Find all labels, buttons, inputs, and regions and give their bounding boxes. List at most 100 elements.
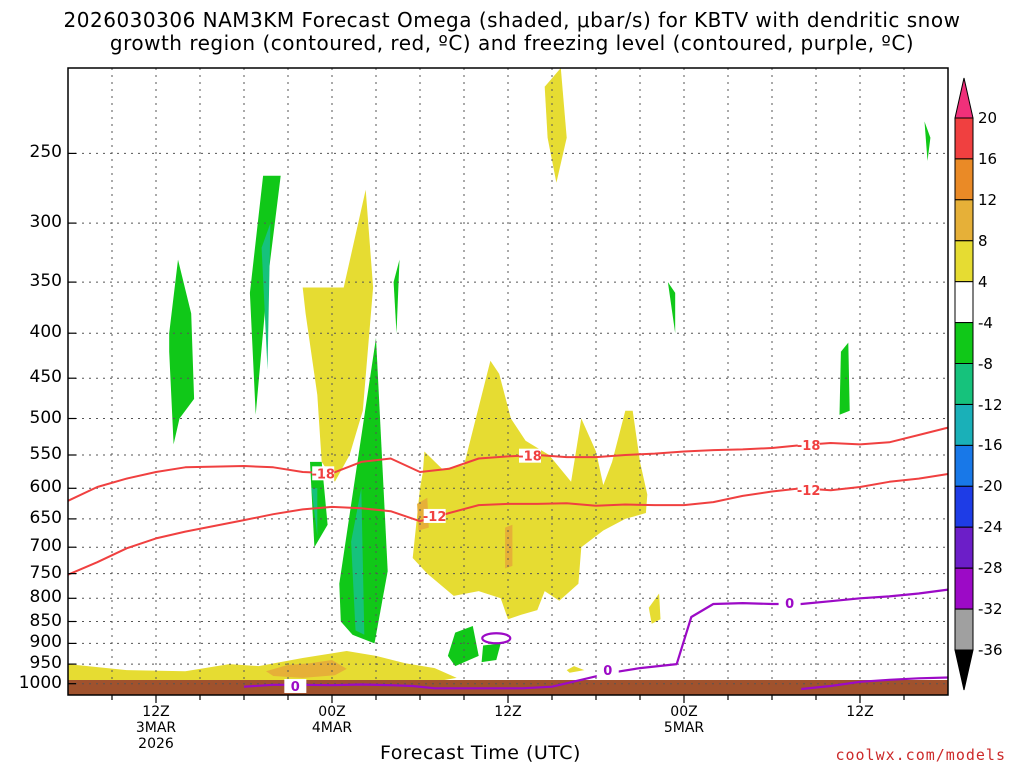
omega-region-2 bbox=[261, 223, 271, 370]
y-tick-label: 600 bbox=[29, 477, 62, 498]
x-tick-label-line: 00Z bbox=[318, 704, 346, 720]
axis-tick-marks bbox=[68, 152, 905, 703]
y-tick-label: 250 bbox=[29, 142, 62, 163]
site-credit: coolwx.com/models bbox=[835, 746, 1006, 764]
colorbar-tick-label: 20 bbox=[978, 109, 998, 127]
omega-region-21 bbox=[266, 660, 347, 678]
colorbar-tick-label: 12 bbox=[978, 190, 998, 209]
x-tick-label-line: 3MAR bbox=[135, 720, 177, 736]
x-tick-label-line: 00Z bbox=[670, 704, 698, 720]
colorbar-tick-label: 8 bbox=[978, 231, 988, 250]
contour-label-bg bbox=[797, 483, 820, 498]
contour-label-bg bbox=[797, 438, 820, 453]
y-tick-label: 500 bbox=[29, 407, 62, 428]
y-tick-label: 800 bbox=[29, 587, 62, 608]
colorbar-segment-3 bbox=[954, 240, 974, 283]
y-tick-label: 450 bbox=[29, 367, 62, 388]
contour-label-1: -18 bbox=[518, 450, 542, 465]
colorbar-segment-10 bbox=[954, 526, 974, 569]
omega-region-11 bbox=[839, 342, 850, 415]
y-tick-label: 1000 bbox=[18, 672, 62, 693]
x-tick-label-line: 12Z bbox=[846, 704, 874, 720]
omega-region-19 bbox=[566, 666, 585, 673]
colorbar-tick-label: 4 bbox=[978, 272, 988, 291]
contour-label-bg bbox=[519, 448, 541, 463]
omega-region-14 bbox=[302, 189, 374, 482]
omega-region-17 bbox=[505, 524, 513, 569]
colorbar-bottom-triangle bbox=[954, 649, 974, 691]
omega-region-4 bbox=[311, 488, 318, 537]
omega-region-6 bbox=[351, 488, 365, 635]
y-tick-label: 750 bbox=[29, 562, 62, 583]
y-tick-label: 900 bbox=[29, 632, 62, 653]
x-tick-label: 12Z 3MAR 2026 bbox=[116, 704, 196, 752]
colorbar-segment-5 bbox=[954, 322, 974, 365]
colorbar-tick-label: -8 bbox=[978, 354, 993, 373]
colorbar bbox=[954, 77, 974, 691]
y-tick-label: 650 bbox=[29, 507, 62, 528]
y-tick-label: 300 bbox=[29, 212, 62, 233]
colorbar-segment-11 bbox=[954, 567, 974, 610]
contour-labels: -18 -18 -18 -12 -12 0 0 0 bbox=[284, 438, 820, 695]
colorbar-segment-2 bbox=[954, 199, 974, 242]
colorbar-tick-label: -12 bbox=[978, 395, 1003, 414]
x-tick-label: 12Z bbox=[468, 704, 548, 720]
x-tick-label: 00Z 5MAR bbox=[644, 704, 724, 736]
omega-region-12 bbox=[924, 121, 931, 161]
colorbar-segment-9 bbox=[954, 485, 974, 528]
contour-label-bg bbox=[778, 596, 801, 611]
x-tick-label: 00Z 4MAR bbox=[292, 704, 372, 736]
colorbar-tick-label: -28 bbox=[978, 559, 1003, 578]
contour-label-0: -18 bbox=[311, 467, 335, 482]
contour-label-bg bbox=[596, 663, 619, 678]
omega-region-3 bbox=[310, 461, 328, 548]
omega-region-7 bbox=[393, 259, 400, 334]
colorbar-tick-label: -16 bbox=[978, 436, 1003, 455]
colorbar-segment-7 bbox=[954, 404, 974, 446]
colorbar-segment-8 bbox=[954, 444, 974, 487]
omega-region-0 bbox=[169, 259, 195, 445]
colorbar-tick-label: -24 bbox=[978, 518, 1003, 537]
x-tick-label-line: 12Z bbox=[142, 704, 170, 720]
colorbar-segment-6 bbox=[954, 363, 974, 405]
colorbar-tick-label: -32 bbox=[978, 600, 1003, 619]
colorbar-segment-0 bbox=[954, 117, 974, 160]
y-tick-label: 400 bbox=[29, 322, 62, 343]
omega-region-10 bbox=[667, 282, 676, 334]
omega-region-9 bbox=[481, 643, 501, 663]
x-tick-label-line: 5MAR bbox=[663, 720, 705, 736]
colorbar-tick-label: -20 bbox=[978, 477, 1003, 496]
x-tick-label-line: 2026 bbox=[138, 736, 174, 752]
y-tick-label: 700 bbox=[29, 536, 62, 557]
y-tick-label: 950 bbox=[29, 653, 62, 674]
colorbar-segment-12 bbox=[954, 608, 974, 651]
colorbar-top-triangle bbox=[954, 77, 974, 119]
x-tick-label-line: 12Z bbox=[494, 704, 522, 720]
omega-region-15 bbox=[412, 360, 648, 620]
chart-title-line1: 2026030306 NAM3KM Forecast Omega (shaded… bbox=[63, 8, 961, 32]
colorbar-tick-label: 16 bbox=[978, 149, 998, 168]
contour-label-2: -18 bbox=[797, 439, 821, 454]
contour-freezing-surface-3 bbox=[801, 676, 949, 691]
contour-label-bg bbox=[423, 508, 446, 523]
y-tick-label: 350 bbox=[29, 271, 62, 292]
contour-label-bg bbox=[312, 466, 335, 481]
colorbar-segment-1 bbox=[954, 158, 974, 201]
contour-label-5: 0 bbox=[291, 680, 300, 695]
x-axis-label: Forecast Time (UTC) bbox=[380, 742, 581, 764]
omega-region-5 bbox=[339, 337, 388, 644]
y-tick-label: 850 bbox=[29, 610, 62, 631]
omega-region-18 bbox=[648, 593, 661, 624]
contour-label-4: -12 bbox=[797, 484, 821, 499]
contour-label-7: 0 bbox=[785, 597, 794, 612]
colorbar-tick-label: -36 bbox=[978, 641, 1003, 659]
contour-label-bg bbox=[284, 678, 307, 693]
chart-title-line2: growth region (contoured, red, ºC) and f… bbox=[109, 31, 915, 55]
omega-region-13 bbox=[544, 68, 567, 183]
contour-freezing-island bbox=[481, 632, 512, 645]
omega-shading bbox=[68, 68, 931, 694]
contour-label-6: 0 bbox=[603, 664, 612, 679]
x-tick-label: 12Z bbox=[820, 704, 900, 720]
omega-region-8 bbox=[447, 626, 479, 667]
